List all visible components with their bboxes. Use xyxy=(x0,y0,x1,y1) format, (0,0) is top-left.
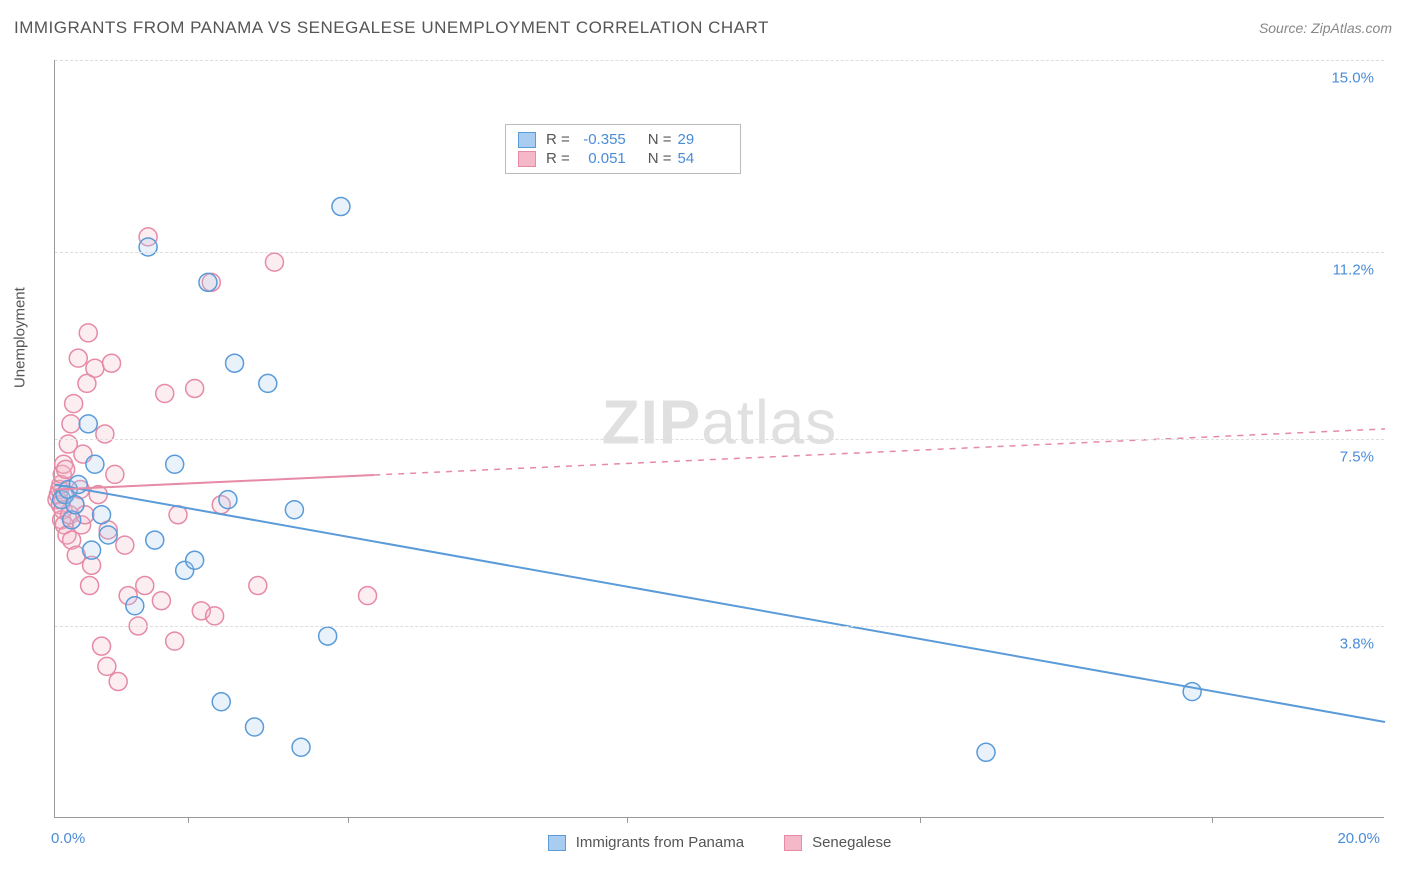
gridline xyxy=(55,60,1384,61)
data-point xyxy=(98,657,116,675)
stats-row: R = -0.355 N = 29 xyxy=(518,131,728,148)
y-tick-label: 11.2% xyxy=(1333,262,1374,279)
data-point xyxy=(152,592,170,610)
data-point xyxy=(319,627,337,645)
x-tick xyxy=(188,817,189,823)
data-point xyxy=(285,501,303,519)
y-tick-label: 15.0% xyxy=(1331,70,1374,87)
data-point xyxy=(93,637,111,655)
legend-label: Senegalese xyxy=(812,834,891,851)
stats-legend: R = -0.355 N = 29 R = 0.051 N = 54 xyxy=(505,124,741,174)
legend-item: Immigrants from Panama xyxy=(548,834,744,851)
stat-r-label: R = xyxy=(546,150,570,167)
data-point xyxy=(81,577,99,595)
data-point xyxy=(62,415,80,433)
data-point xyxy=(109,673,127,691)
data-point xyxy=(83,541,101,559)
data-point xyxy=(93,506,111,524)
data-point xyxy=(166,455,184,473)
x-tick xyxy=(348,817,349,823)
data-point xyxy=(57,460,75,478)
trend-line xyxy=(55,475,374,490)
data-point xyxy=(246,718,264,736)
data-point xyxy=(265,253,283,271)
data-point xyxy=(69,475,87,493)
stat-n-label: N = xyxy=(648,150,672,167)
data-point xyxy=(66,496,84,514)
data-point xyxy=(116,536,134,554)
data-point xyxy=(86,359,104,377)
series-swatch xyxy=(548,835,566,851)
data-point xyxy=(977,743,995,761)
data-point xyxy=(103,354,121,372)
chart-title: IMMIGRANTS FROM PANAMA VS SENEGALESE UNE… xyxy=(14,18,769,38)
gridline xyxy=(55,252,1384,253)
data-point xyxy=(206,607,224,625)
data-point xyxy=(96,425,114,443)
data-point xyxy=(65,395,83,413)
data-point xyxy=(199,273,217,291)
stat-n-label: N = xyxy=(648,131,672,148)
stat-r-label: R = xyxy=(546,131,570,148)
source-label: Source: ZipAtlas.com xyxy=(1259,20,1392,36)
y-axis-label: Unemployment xyxy=(12,287,29,388)
data-point xyxy=(226,354,244,372)
data-point xyxy=(332,198,350,216)
series-swatch xyxy=(784,835,802,851)
data-point xyxy=(79,415,97,433)
data-point xyxy=(99,526,117,544)
gridline xyxy=(55,626,1384,627)
stat-n-value: 29 xyxy=(678,131,728,148)
stat-r-value: -0.355 xyxy=(576,131,626,148)
x-axis-max-label: 20.0% xyxy=(1337,830,1380,847)
y-tick-label: 3.8% xyxy=(1340,635,1374,652)
data-point xyxy=(139,238,157,256)
data-point xyxy=(186,551,204,569)
data-point xyxy=(156,385,174,403)
stats-row: R = 0.051 N = 54 xyxy=(518,150,728,167)
data-point xyxy=(86,455,104,473)
data-point xyxy=(359,587,377,605)
data-point xyxy=(292,738,310,756)
series-swatch xyxy=(518,132,536,148)
data-point xyxy=(259,374,277,392)
x-axis-min-label: 0.0% xyxy=(51,830,85,847)
x-tick xyxy=(627,817,628,823)
data-point xyxy=(186,379,204,397)
data-point xyxy=(1183,683,1201,701)
legend-bottom: Immigrants from Panama Senegalese xyxy=(55,834,1384,851)
gridline xyxy=(55,439,1384,440)
data-point xyxy=(79,324,97,342)
trend-line xyxy=(55,484,1385,722)
data-point xyxy=(166,632,184,650)
legend-item: Senegalese xyxy=(784,834,891,851)
x-tick xyxy=(920,817,921,823)
stat-r-value: 0.051 xyxy=(576,150,626,167)
data-point xyxy=(106,465,124,483)
data-point xyxy=(146,531,164,549)
stat-n-value: 54 xyxy=(678,150,728,167)
series-swatch xyxy=(518,151,536,167)
y-tick-label: 7.5% xyxy=(1340,449,1374,466)
trend-line-extrapolated xyxy=(374,429,1385,475)
data-point xyxy=(219,491,237,509)
data-point xyxy=(69,349,87,367)
legend-label: Immigrants from Panama xyxy=(576,834,744,851)
data-point xyxy=(136,577,154,595)
data-point xyxy=(249,577,267,595)
x-tick xyxy=(1212,817,1213,823)
data-point xyxy=(212,693,230,711)
header: IMMIGRANTS FROM PANAMA VS SENEGALESE UNE… xyxy=(14,18,1392,38)
data-point xyxy=(126,597,144,615)
plot-area: ZIPatlas R =-0.355N =29R =0.051N =54 Imm… xyxy=(54,60,1384,818)
